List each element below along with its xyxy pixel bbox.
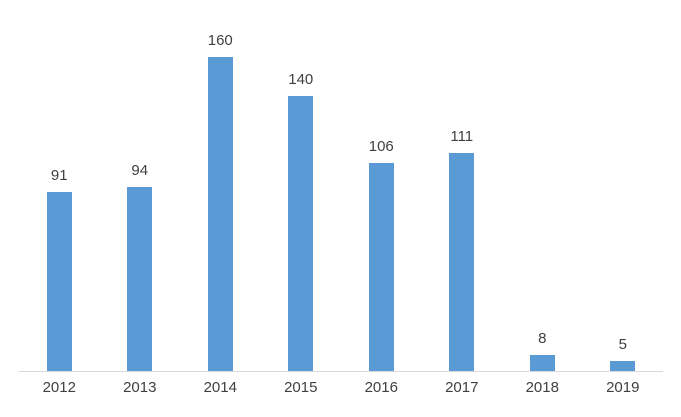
bar-value-label: 111 — [450, 128, 474, 145]
bar-column: 5 — [583, 0, 664, 371]
bar — [46, 192, 72, 371]
x-axis-tick-label: 2015 — [284, 379, 318, 396]
bar — [368, 163, 394, 371]
bar-value-label: 160 — [207, 32, 233, 49]
x-axis-tick-label: 2017 — [445, 379, 479, 396]
x-axis: 2012 2013 2014 2015 2016 2017 2018 2019 — [19, 378, 663, 398]
x-axis-tick-label: 2016 — [364, 379, 398, 396]
x-axis-tick-label: 2013 — [123, 379, 157, 396]
bar-value-label: 140 — [288, 71, 314, 88]
x-axis-tick-label: 2012 — [42, 379, 76, 396]
bar-column: 111 — [422, 0, 503, 371]
bar-value-label: 5 — [618, 336, 627, 353]
bar-column: 94 — [100, 0, 181, 371]
bar-column: 8 — [502, 0, 583, 371]
bar — [288, 96, 314, 371]
bar — [207, 57, 233, 371]
bar-column: 160 — [180, 0, 261, 371]
bar-value-label: 91 — [50, 167, 68, 184]
bar — [449, 153, 475, 371]
x-axis-tick-label: 2019 — [606, 379, 640, 396]
bar-value-label: 106 — [368, 138, 394, 155]
bar — [610, 361, 636, 371]
x-axis-tick-label: 2018 — [525, 379, 559, 396]
bar-value-label: 8 — [538, 330, 547, 347]
bar — [127, 187, 153, 371]
x-axis-tick-label: 2014 — [203, 379, 237, 396]
bar — [529, 355, 555, 371]
bar-column: 91 — [19, 0, 100, 371]
bar-column: 106 — [341, 0, 422, 371]
bar-column: 140 — [261, 0, 342, 371]
plot-area: 91 94 160 140 106 111 8 5 — [19, 0, 663, 372]
bar-value-label: 94 — [131, 162, 149, 179]
